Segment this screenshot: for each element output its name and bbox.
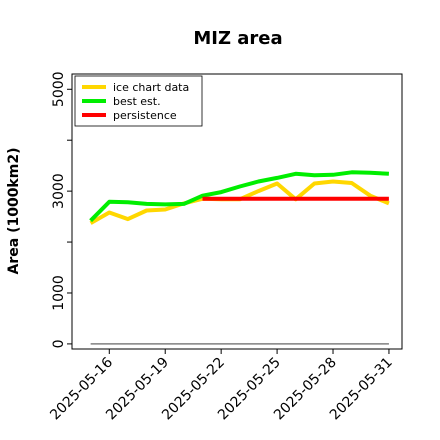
chart-title: MIZ area — [193, 28, 282, 49]
plot-area-frame — [71, 73, 403, 350]
plot-lines — [89, 170, 390, 345]
legend: ice chart data best est. persistence — [74, 75, 203, 127]
series-line-best-est — [89, 170, 390, 223]
y-tick-label: 0 — [51, 339, 67, 348]
legend-label-persistence: persistence — [113, 109, 177, 122]
y-tick-label: 5000 — [51, 71, 67, 107]
x-axis: 2025-05-162025-05-192025-05-222025-05-25… — [47, 349, 396, 423]
y-axis-label: Area (1000km2) — [6, 148, 22, 275]
y-tick-label: 3000 — [51, 173, 67, 209]
legend-label-best-est: best est. — [113, 95, 161, 108]
y-tick-label: 1000 — [51, 275, 67, 311]
legend-label-ice-chart-data: ice chart data — [113, 81, 189, 94]
y-axis: 0 1000 3000 5000 — [51, 71, 72, 348]
